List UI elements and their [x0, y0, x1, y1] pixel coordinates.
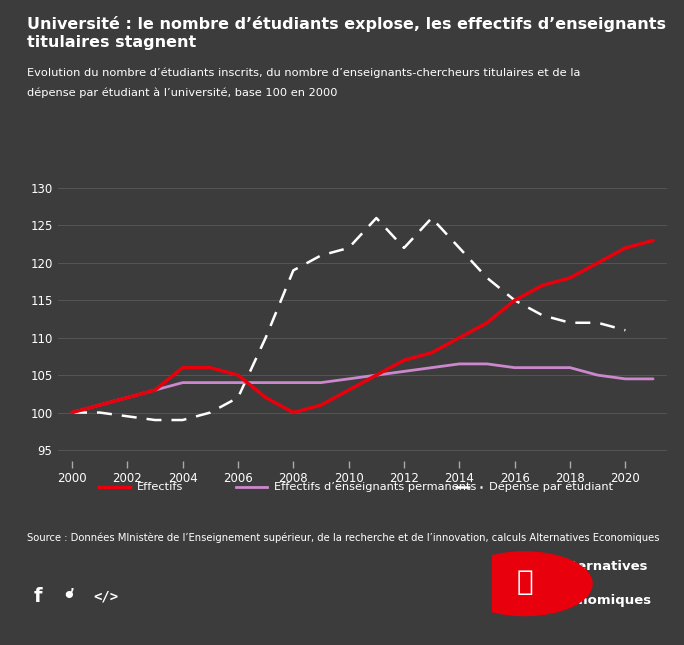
Text: Source : Données MInistère de l’Enseignement supérieur, de la recherche et de l’: Source : Données MInistère de l’Enseigne…: [27, 532, 660, 542]
Text: Economiques: Economiques: [553, 594, 653, 607]
Text: titulaires stagnent: titulaires stagnent: [27, 35, 196, 50]
Text: ’: ’: [68, 587, 75, 606]
Text: </>: </>: [94, 590, 118, 604]
Text: Dépense par étudiant: Dépense par étudiant: [489, 482, 613, 492]
Text: Alternatives: Alternatives: [557, 561, 648, 573]
Text: ⌕: ⌕: [516, 568, 533, 596]
Circle shape: [457, 552, 592, 615]
Text: dépense par étudiant à l’université, base 100 en 2000: dépense par étudiant à l’université, bas…: [27, 88, 338, 98]
Text: Effectifs: Effectifs: [137, 482, 183, 492]
Text: Evolution du nombre d’étudiants inscrits, du nombre d’enseignants-chercheurs tit: Evolution du nombre d’étudiants inscrits…: [27, 68, 581, 78]
Text: •: •: [61, 584, 76, 609]
Text: f: f: [34, 587, 42, 606]
Text: Université : le nombre d’étudiants explose, les effectifs d’enseignants: Université : le nombre d’étudiants explo…: [27, 16, 666, 32]
Text: Effectifs d’enseignants permanents: Effectifs d’enseignants permanents: [274, 482, 476, 492]
